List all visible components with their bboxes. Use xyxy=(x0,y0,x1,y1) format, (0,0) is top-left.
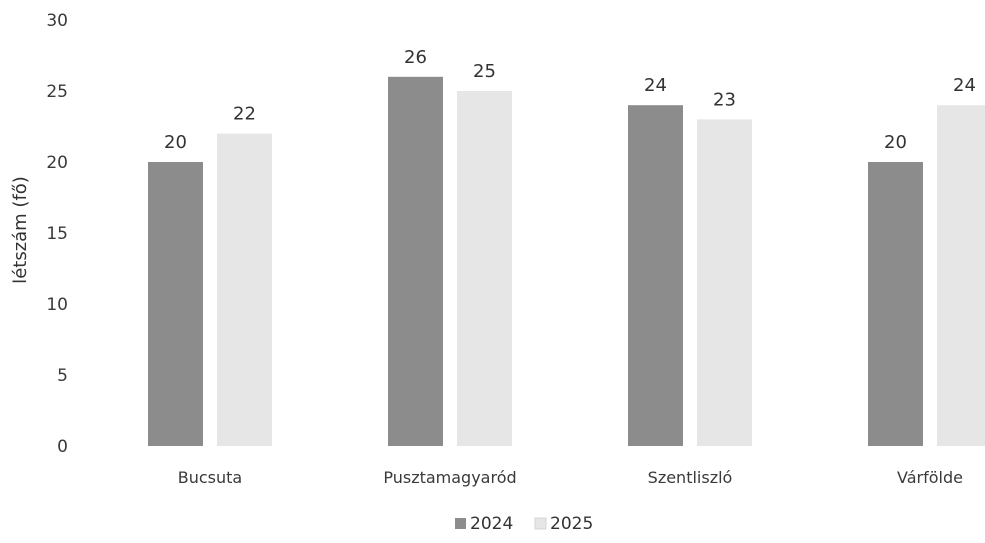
bars xyxy=(148,76,985,447)
category-label: Bucsuta xyxy=(178,468,242,487)
bar-2024-3 xyxy=(868,162,923,446)
y-tick-label: 5 xyxy=(57,366,68,386)
y-tick-label: 10 xyxy=(46,295,68,315)
y-tick-label: 15 xyxy=(46,224,68,244)
data-label-2024-3: 20 xyxy=(884,132,907,153)
data-label-2024-1: 26 xyxy=(404,47,427,68)
legend-swatch-2025 xyxy=(534,517,547,530)
data-labels: 20 26 24 20 22 25 23 24 xyxy=(164,47,976,153)
y-tick-label: 30 xyxy=(46,11,68,31)
legend: 2024 2025 xyxy=(455,514,593,534)
y-tick-label: 0 xyxy=(57,437,68,457)
bar-2025-3 xyxy=(937,105,985,446)
data-label-2025-1: 25 xyxy=(473,61,496,82)
y-tick-label: 20 xyxy=(46,153,68,173)
legend-label-2024: 2024 xyxy=(470,514,513,534)
y-axis-title: létszám (fő) xyxy=(10,176,31,284)
category-label: Várfölde xyxy=(897,468,963,487)
x-axis-labels: Bucsuta Pusztamagyaród Szentliszló Várfölde xyxy=(178,468,963,487)
bar-2024-0 xyxy=(148,162,203,446)
y-tick-label: 25 xyxy=(46,82,68,102)
data-label-2025-0: 22 xyxy=(233,104,256,125)
data-label-2025-3: 24 xyxy=(953,75,976,96)
data-label-2024-0: 20 xyxy=(164,132,187,153)
y-axis-ticks: 0 5 10 15 20 25 30 xyxy=(46,11,68,457)
legend-swatch-2024 xyxy=(455,518,466,529)
legend-label-2025: 2025 xyxy=(550,514,593,534)
bar-2024-1 xyxy=(388,76,443,447)
bar-2025-1 xyxy=(457,91,512,446)
data-label-2025-2: 23 xyxy=(713,89,736,110)
bar-2025-0 xyxy=(217,133,272,446)
category-label: Szentliszló xyxy=(648,468,733,487)
category-label: Pusztamagyaród xyxy=(383,468,516,487)
bar-2025-2 xyxy=(697,119,752,447)
bar-2024-2 xyxy=(628,105,683,446)
data-label-2024-2: 24 xyxy=(644,75,667,96)
